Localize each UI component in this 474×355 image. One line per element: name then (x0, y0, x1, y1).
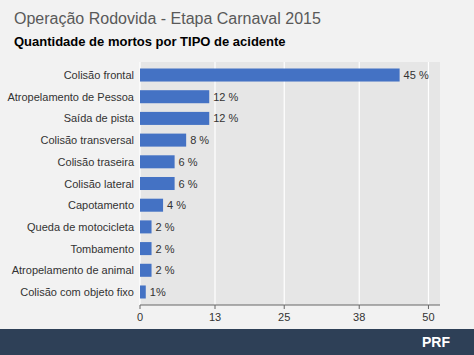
x-axis-line (140, 305, 440, 306)
x-tick (284, 305, 285, 309)
bar (140, 242, 152, 255)
y-tick-label: Colisão transversal (40, 134, 134, 146)
plot-area (140, 62, 440, 305)
grid-line (428, 62, 429, 305)
data-label: 12 % (213, 112, 238, 124)
data-label: 6 % (179, 156, 198, 168)
grid-line (359, 62, 360, 305)
data-label: 12 % (213, 91, 238, 103)
data-label: 45 % (404, 69, 429, 81)
title: Operação Rodovida - Etapa Carnaval 2015 (14, 10, 321, 27)
y-tick-label: Colisão com objeto fixo (20, 286, 134, 298)
subtitle: Quantidade de mortos por TIPO de acident… (14, 34, 286, 49)
bar (140, 264, 152, 277)
chart-container: Operação Rodovida - Etapa Carnaval 2015 Q… (0, 0, 474, 355)
x-tick (359, 305, 360, 309)
x-grid (140, 62, 428, 305)
y-tick-label: Colisão traseira (58, 156, 135, 168)
page: {"chart_data": {"type": "bar", "orientat… (0, 0, 474, 355)
y-tick-label: Queda de motocicleta (27, 221, 135, 233)
bar (140, 199, 163, 212)
data-label: 8 % (190, 134, 209, 146)
y-tick-label: Atropelamento de animal (12, 264, 134, 276)
footer (0, 329, 474, 355)
x-tick-label: 13 (209, 311, 221, 323)
bar (140, 134, 186, 147)
y-tick-label: Colisão frontal (64, 69, 134, 81)
footer-text: PRF (422, 334, 450, 350)
x-tick-label: 25 (278, 311, 290, 323)
data-label: 4 % (167, 199, 186, 211)
x-tick (215, 305, 216, 309)
x-tick-label: 38 (353, 311, 365, 323)
bar (140, 177, 175, 190)
labels: 1% Colisão com objeto fixo 2 % Atropelament… (7, 69, 429, 298)
bar (140, 69, 400, 82)
y-tick-label: Tombamento (70, 243, 134, 255)
data-label: 2 % (156, 264, 175, 276)
y-tick-label: Saída de pista (64, 112, 135, 124)
grid-line (284, 62, 285, 305)
x-tick (140, 305, 141, 309)
x-tick-label: 0 (137, 311, 143, 323)
y-tick-label: Capotamento (68, 199, 134, 211)
x-tick (428, 305, 429, 309)
background (0, 0, 474, 355)
x-tick-label: 50 (422, 311, 434, 323)
data-label: 2 % (156, 243, 175, 255)
bar (140, 112, 209, 125)
data-label: 6 % (179, 178, 198, 190)
data-label: 2 % (156, 221, 175, 233)
chart-svg: Operação Rodovida - Etapa Carnaval 2015 Q… (0, 0, 474, 355)
bar (140, 155, 175, 168)
bars (140, 69, 400, 299)
data-label: 1% (150, 286, 166, 298)
y-tick-label: Atropelamento de Pessoa (7, 91, 134, 103)
bar (140, 220, 152, 233)
bar (140, 285, 146, 298)
y-tick-label: Colisão lateral (64, 178, 134, 190)
bar (140, 90, 209, 103)
